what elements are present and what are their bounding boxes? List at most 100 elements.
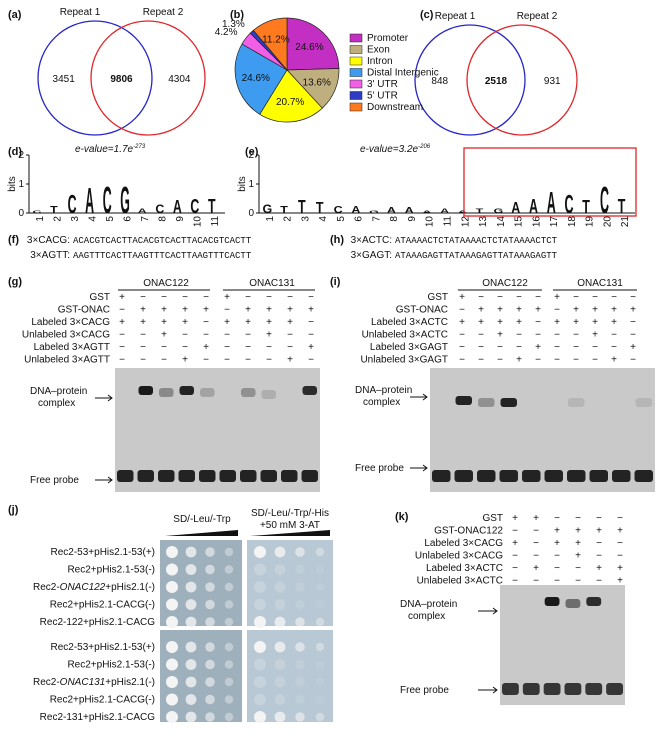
complex-band (565, 599, 581, 608)
row-label: GST-ONAC122 (434, 526, 503, 537)
arrow (410, 393, 428, 401)
colony (166, 563, 178, 576)
colony (274, 564, 286, 575)
x-tick-label: 7 (140, 216, 151, 222)
logo-letter: A (138, 208, 147, 215)
sign: + (459, 292, 465, 303)
x-tick-label: 2 (283, 216, 294, 222)
sign: + (497, 330, 503, 341)
sign: − (119, 342, 125, 353)
sign: + (533, 563, 539, 574)
complex-band (568, 398, 585, 407)
logo-letter: C (33, 209, 42, 213)
sign: + (516, 355, 522, 366)
sign: − (308, 330, 314, 341)
sign: − (203, 292, 209, 303)
sign: − (535, 317, 541, 328)
legend-label: 5' UTR (367, 91, 398, 102)
logo-letter: A (458, 210, 467, 214)
legend-swatch (349, 68, 363, 77)
sign: − (203, 317, 209, 328)
sign: − (478, 342, 484, 353)
panel-label: (b) (230, 9, 244, 21)
sign: − (497, 292, 503, 303)
logo-letter: C (564, 190, 573, 219)
sign: + (266, 305, 272, 316)
sign: − (535, 330, 541, 341)
slice-label: 24.6% (242, 73, 270, 84)
free-band (301, 470, 318, 482)
sign: − (533, 576, 539, 587)
strain-part: ONAC131 (60, 677, 106, 688)
x-tick-label: 6 (354, 216, 365, 222)
sign: − (459, 355, 465, 366)
x-tick-label: 13 (478, 216, 489, 228)
e-value-exponent: -206 (418, 144, 431, 150)
x-tick-label: 10 (193, 216, 204, 228)
legend-label: Promoter (367, 33, 409, 44)
medium-label: SD/-Leu/-Trp (173, 514, 231, 525)
sign: − (182, 342, 188, 353)
medium-label: +50 mM 3-AT (260, 520, 320, 531)
logo-letter: A (85, 180, 94, 221)
legend-swatch (349, 79, 363, 89)
sign: − (611, 292, 617, 303)
sign: − (575, 513, 581, 524)
y-tick-label: 1 (18, 179, 24, 190)
x-tick-label: 10 (425, 216, 436, 228)
sign: − (287, 330, 293, 341)
free-band (199, 470, 216, 482)
logo-letter: T (298, 198, 306, 218)
panel-label: (i) (330, 276, 341, 288)
x-tick-label: 9 (407, 216, 418, 222)
sign: + (592, 305, 598, 316)
colony (166, 546, 178, 558)
colony (166, 616, 178, 628)
colony (315, 695, 325, 704)
free-band (544, 470, 563, 482)
sign: + (203, 342, 209, 353)
colony (224, 565, 234, 574)
logo-letter: A (173, 198, 182, 218)
x-tick-label: 5 (105, 216, 116, 222)
sign: + (516, 305, 522, 316)
colony (315, 547, 325, 557)
colony (274, 546, 286, 558)
colony (166, 658, 178, 671)
legend-label: Distal Intergenic (367, 68, 439, 79)
strain-part: ONAC122 (60, 582, 106, 593)
x-tick-label: 3 (300, 216, 311, 222)
sign: − (140, 355, 146, 366)
complex-label: DNA–protein (400, 599, 457, 610)
sign: − (245, 330, 251, 341)
logo-letter: A (511, 200, 521, 218)
y-tick-label: 2 (248, 150, 254, 161)
colony (185, 564, 197, 575)
sign: + (459, 317, 465, 328)
panel-label: (k) (395, 511, 409, 523)
sign: + (266, 330, 272, 341)
pie-slice (234, 43, 288, 115)
row-label: Labeled 3×CACG (424, 538, 503, 549)
colony (295, 599, 305, 610)
sign: − (119, 355, 125, 366)
strain-label: Rec2-53+pHis2.1-53(+) (51, 642, 156, 653)
y-tick-label: 1 (248, 179, 254, 190)
venn-circle (466, 24, 578, 136)
row-label: Unlabeled 3×CACG (415, 551, 503, 562)
sign: + (575, 538, 581, 549)
colony (166, 598, 178, 611)
sign: + (611, 355, 617, 366)
sign: − (516, 330, 522, 341)
x-tick-label: 8 (158, 216, 169, 222)
free-probe-label: Free probe (355, 463, 404, 474)
x-tick-label: 12 (460, 216, 471, 228)
colony (295, 712, 305, 722)
logo-letter: A (440, 208, 449, 215)
colony (254, 676, 266, 688)
sign: − (533, 551, 539, 562)
free-band (499, 470, 518, 482)
complex-band (455, 396, 472, 405)
x-tick-label: 2 (52, 216, 63, 222)
